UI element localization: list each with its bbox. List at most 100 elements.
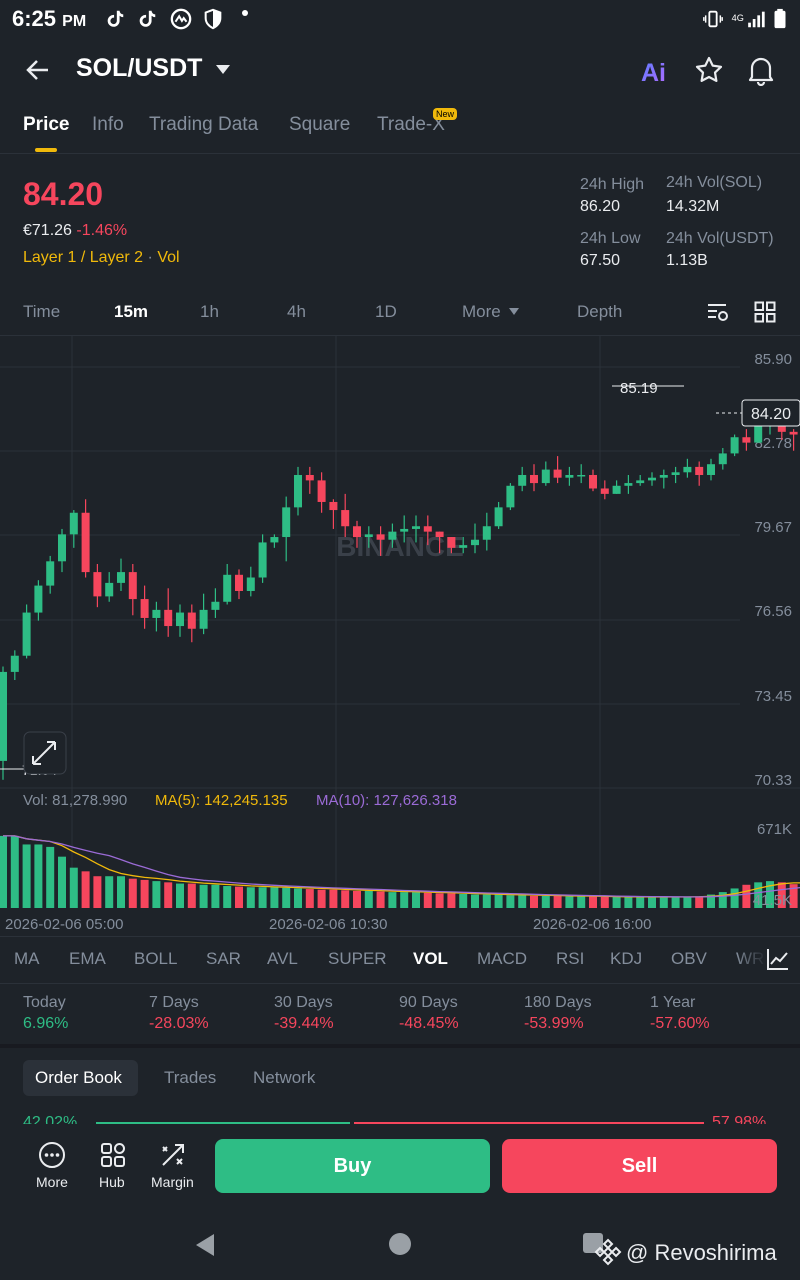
- tab-network[interactable]: Network: [253, 1068, 316, 1087]
- margin-label[interactable]: Margin: [151, 1174, 194, 1190]
- candle: [105, 582, 114, 597]
- ind-obv[interactable]: OBV: [671, 949, 707, 968]
- volume-bar: [541, 895, 550, 908]
- nav-home-icon[interactable]: [388, 1232, 412, 1256]
- caret-down-icon[interactable]: [214, 62, 232, 76]
- candle: [93, 572, 102, 597]
- candle: [223, 574, 232, 602]
- nav-recents-icon[interactable]: [582, 1232, 604, 1254]
- candle: [423, 526, 432, 532]
- last-price: 84.20: [23, 176, 104, 212]
- sell-button[interactable]: Sell: [502, 1139, 777, 1193]
- star-icon[interactable]: [694, 55, 724, 85]
- ind-ma[interactable]: MA: [14, 949, 40, 968]
- candle: [211, 601, 220, 610]
- volume-bar: [482, 894, 491, 908]
- tf-time[interactable]: Time: [23, 302, 61, 321]
- volume-bar: [435, 893, 444, 908]
- buy-button[interactable]: Buy: [215, 1139, 490, 1193]
- tab-square[interactable]: Square: [289, 114, 351, 135]
- hub-icon[interactable]: [99, 1141, 127, 1169]
- volume-bar: [624, 897, 633, 908]
- ma10-label: MA(10): 127,626.318: [316, 792, 457, 809]
- app-logo-icon: [170, 8, 192, 30]
- tf-4h[interactable]: 4h: [287, 302, 306, 321]
- tab-trades[interactable]: Trades: [164, 1068, 217, 1087]
- candle: [600, 488, 609, 494]
- vol-sol-value: 14.32M: [666, 198, 720, 215]
- hub-label[interactable]: Hub: [99, 1174, 125, 1190]
- tab-trade-x[interactable]: Trade-X: [377, 114, 445, 135]
- candle: [140, 599, 149, 618]
- category-tags[interactable]: Layer 1 / Layer 2 · Vol: [23, 249, 180, 266]
- vol-usdt-label: 24h Vol(USDT): [666, 230, 774, 247]
- volume-bar: [34, 844, 43, 908]
- volume-bar: [117, 876, 125, 908]
- ai-icon[interactable]: Ai: [640, 56, 672, 86]
- vol-label: Vol: 81,278.990: [23, 792, 127, 809]
- low-label: 24h Low: [580, 230, 641, 247]
- volume-bar: [164, 882, 173, 908]
- candle: [577, 474, 586, 477]
- ind-sar[interactable]: SAR: [206, 949, 241, 968]
- ind-boll[interactable]: BOLL: [134, 949, 178, 968]
- grid-layout-icon[interactable]: [754, 301, 776, 323]
- more-label[interactable]: More: [36, 1174, 68, 1190]
- candle: [199, 609, 208, 629]
- candle: [482, 526, 491, 540]
- tab-indicator: [35, 148, 57, 152]
- tf-1h[interactable]: 1h: [200, 302, 219, 321]
- nav-back-icon[interactable]: [192, 1232, 218, 1258]
- candle: [117, 572, 125, 583]
- ind-vol[interactable]: VOL: [413, 949, 448, 968]
- ind-avl[interactable]: AVL: [267, 949, 298, 968]
- price-axis-label: 85.90: [754, 351, 792, 368]
- back-arrow-icon[interactable]: [24, 56, 52, 84]
- candle: [683, 466, 692, 473]
- volume-bar: [612, 897, 621, 908]
- tf-15m[interactable]: 15m: [114, 302, 149, 321]
- ind-ema[interactable]: EMA: [69, 949, 106, 968]
- tab-order-book[interactable]: Order Book: [35, 1068, 122, 1087]
- volume-bar: [530, 895, 538, 908]
- indicator-settings-icon[interactable]: [766, 947, 790, 971]
- more-icon[interactable]: [38, 1141, 66, 1169]
- time-axis-label: 2026-02-06 16:00: [533, 916, 651, 933]
- candle: [81, 512, 90, 573]
- tf-more[interactable]: More: [462, 302, 501, 321]
- candle: [258, 542, 267, 578]
- volume-bar: [695, 896, 704, 908]
- tf-depth[interactable]: Depth: [577, 302, 623, 321]
- pair-title[interactable]: SOL/USDT: [76, 54, 203, 82]
- tab-price[interactable]: Price: [23, 114, 70, 135]
- perf-label-90d: 90 Days: [399, 994, 458, 1011]
- volume-bar: [235, 886, 243, 908]
- bid-bar: [96, 1122, 350, 1124]
- tf-1d[interactable]: 1D: [375, 302, 397, 321]
- ind-macd[interactable]: MACD: [477, 949, 528, 968]
- tiktok-icon: [139, 10, 156, 27]
- tab-trading-data[interactable]: Trading Data: [149, 114, 259, 135]
- perf-value-30d: -39.44%: [274, 1015, 334, 1032]
- candle: [317, 480, 326, 502]
- volume-bar: [565, 896, 574, 908]
- volume-bar: [659, 897, 668, 908]
- chart-settings-icon[interactable]: [706, 300, 730, 324]
- candle: [58, 534, 66, 562]
- margin-icon[interactable]: [159, 1141, 187, 1169]
- bell-icon[interactable]: [746, 54, 776, 86]
- ind-rsi[interactable]: RSI: [556, 949, 585, 968]
- tab-info[interactable]: Info: [92, 114, 124, 135]
- high-value: 86.20: [580, 198, 621, 215]
- candle: [400, 528, 409, 532]
- candle: [69, 512, 78, 535]
- candle: [707, 464, 715, 475]
- candle: [789, 431, 798, 435]
- ind-kdj[interactable]: KDJ: [610, 949, 643, 968]
- candle: [246, 577, 255, 591]
- creator-watermark: @ Revoshirima: [626, 1240, 777, 1265]
- perf-value-1y: -57.60%: [650, 1015, 710, 1032]
- ind-super[interactable]: SUPER: [328, 949, 387, 968]
- low-value: 67.50: [580, 252, 621, 269]
